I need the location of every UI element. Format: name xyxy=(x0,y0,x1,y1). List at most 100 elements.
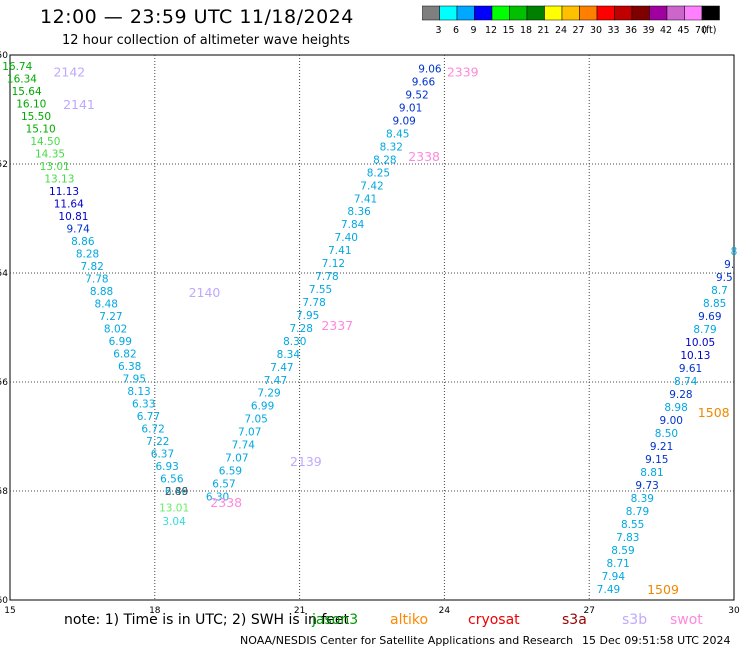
wave-height-label: 10.05 xyxy=(685,337,715,349)
wave-height-label: 9.66 xyxy=(412,77,436,89)
map-subtitle: 12 hour collection of altimeter wave hei… xyxy=(62,33,350,48)
wave-height-label: 8.39 xyxy=(631,493,654,505)
y-tick-label: -52 xyxy=(0,160,8,170)
satellite-legend-cryosat: cryosat xyxy=(468,612,520,628)
wave-height-label: 2.89 xyxy=(165,486,188,498)
y-tick-label: -58 xyxy=(0,487,8,497)
wave-height-label: 7.12 xyxy=(322,258,345,270)
wave-height-label: 7.40 xyxy=(335,232,358,244)
wave-height-label: 7.95 xyxy=(123,373,146,385)
credit-line: NOAA/NESDIS Center for Satellite Applica… xyxy=(240,634,574,647)
wave-height-label: 7.42 xyxy=(360,180,383,192)
wave-height-label: 8.85 xyxy=(703,298,726,310)
wave-height-label: 9.06 xyxy=(418,64,442,76)
wave-height-label: 7.29 xyxy=(257,388,280,400)
wave-height-label: 15.10 xyxy=(26,123,56,135)
wave-height-label: 7.82 xyxy=(80,261,103,273)
wave-height-label: 7.47 xyxy=(264,375,287,387)
colorbar-tick-label: 36 xyxy=(625,25,637,36)
orbit-number-label: 1508 xyxy=(698,405,730,420)
wave-height-label: 7.41 xyxy=(328,245,351,257)
wave-height-label: 6.93 xyxy=(155,461,178,473)
wave-height-label: 8 xyxy=(731,246,738,258)
y-tick-label: -56 xyxy=(0,378,8,388)
wave-height-label: 8.25 xyxy=(367,167,390,179)
wave-height-label: 7.95 xyxy=(296,310,319,322)
wave-height-label: 6.59 xyxy=(219,466,242,478)
wave-height-label: 7.07 xyxy=(238,427,261,439)
wave-height-label: 7.28 xyxy=(290,323,313,335)
satellite-legend-s3a: s3a xyxy=(562,612,587,628)
wave-height-label: 7.84 xyxy=(341,219,365,231)
wave-height-label: 16.10 xyxy=(16,98,46,110)
wave-height-label: 9.21 xyxy=(650,441,673,453)
satellite-legend-s3b: s3b xyxy=(622,612,648,628)
wave-height-label: 7.07 xyxy=(225,453,248,465)
orbit-number-label: 2139 xyxy=(290,454,322,469)
wave-height-label: 9.52 xyxy=(405,90,428,102)
wave-height-label: 7.27 xyxy=(99,311,122,323)
wave-height-label: 9. xyxy=(724,259,734,271)
wave-height-label: 10.13 xyxy=(680,350,710,362)
colorbar-tick-label: 9 xyxy=(470,25,476,36)
colorbar-tick-label: 15 xyxy=(502,25,514,36)
colorbar-swatch xyxy=(701,5,720,21)
wave-height-label: 8.86 xyxy=(71,236,95,248)
wave-height-label: 9.00 xyxy=(660,415,683,427)
wave-height-label: 6.33 xyxy=(132,398,155,410)
wave-height-label: 6.56 xyxy=(160,473,184,485)
colorbar-tick-label: 42 xyxy=(660,25,672,36)
colorbar-legend: 3 6 9 12 15 18 21 24 27 30 33 36 39 42 45 70(ft) xyxy=(422,5,720,36)
wave-height-label: 9.28 xyxy=(669,389,692,401)
y-tick-label: -60 xyxy=(0,596,8,606)
colorbar-tick-label: 30 xyxy=(590,25,602,36)
wave-height-label: 7.41 xyxy=(354,193,377,205)
wave-height-label: 8.71 xyxy=(606,558,629,570)
wave-height-label: 13.13 xyxy=(44,173,74,185)
wave-height-label: 9.73 xyxy=(635,480,658,492)
wave-height-label: 8.45 xyxy=(386,128,409,140)
wave-height-label: 7.22 xyxy=(146,436,169,448)
wave-height-label: 13.01 xyxy=(159,502,189,514)
colorbar-tick-label: 6 xyxy=(453,25,459,36)
colorbar-tick-label: 70 xyxy=(695,25,707,36)
x-tick-label: 21 xyxy=(294,606,305,616)
map-title: 12:00 — 23:59 UTC 11/18/2024 xyxy=(40,6,354,28)
wave-height-label: 9.61 xyxy=(679,363,702,375)
x-tick-label: 18 xyxy=(149,606,161,616)
wave-height-label: 11.64 xyxy=(54,198,84,210)
wave-height-label: 8.28 xyxy=(76,248,99,260)
wave-height-label: 7.78 xyxy=(315,271,338,283)
orbit-number-label: 2338 xyxy=(408,149,440,164)
wave-height-label: 7.83 xyxy=(616,532,639,544)
wave-height-label: 8.79 xyxy=(626,506,649,518)
generated-timestamp: 15 Dec 09:51:58 UTC 2024 xyxy=(582,634,731,647)
wave-height-label: 7.49 xyxy=(597,584,620,596)
wave-height-label: 8.30 xyxy=(283,336,306,348)
colorbar-tick-label: 45 xyxy=(677,25,689,36)
wave-height-label: 6.99 xyxy=(109,336,132,348)
wave-height-label: 15.64 xyxy=(12,86,42,98)
wave-height-label: 9.09 xyxy=(392,115,415,127)
orbit-number-label: 2140 xyxy=(189,285,221,300)
wave-height-label: 11.13 xyxy=(49,186,79,198)
x-tick-label: 15 xyxy=(4,606,15,616)
colorbar-tick-label: 33 xyxy=(607,25,619,36)
wave-height-label: 7.05 xyxy=(244,414,267,426)
x-tick-label: 30 xyxy=(728,606,740,616)
wave-height-label: 8.34 xyxy=(277,349,301,361)
colorbar-tick-label: 39 xyxy=(642,25,654,36)
wave-height-label: 8.48 xyxy=(95,298,118,310)
wave-height-label: 10.81 xyxy=(58,211,88,223)
colorbar-tick-label: 18 xyxy=(520,25,532,36)
orbit-number-label: 2339 xyxy=(447,64,479,79)
wave-height-label: 7.94 xyxy=(602,571,626,583)
wave-height-label: 8.59 xyxy=(611,545,634,557)
satellite-legend-altiko: altiko xyxy=(390,612,429,628)
wave-height-label: 7.47 xyxy=(270,362,293,374)
wave-height-label: 6.99 xyxy=(251,401,274,413)
colorbar-tick-label: 12 xyxy=(485,25,497,36)
wave-height-label: 6.46 xyxy=(165,486,189,498)
wave-height-label: 14.50 xyxy=(30,136,60,148)
wave-height-label: 14.35 xyxy=(35,148,65,160)
